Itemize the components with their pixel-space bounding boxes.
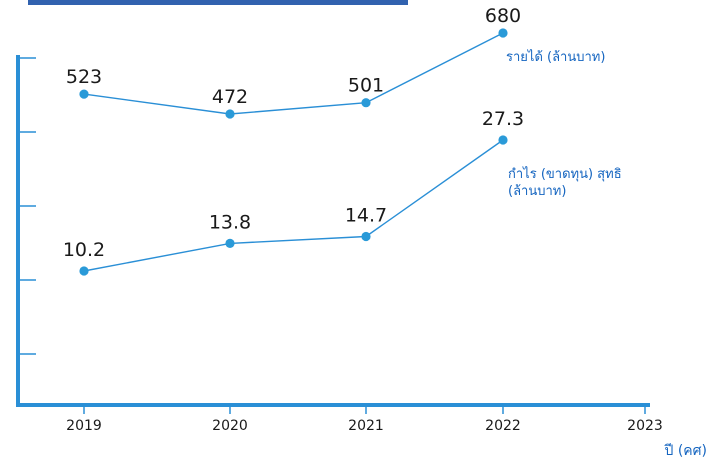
- series-label-revenue-text: รายได้ (ล้านบาท): [506, 49, 605, 65]
- data-label-net-profit-2021: 14.7: [345, 205, 387, 227]
- data-label-net-profit-2022: 27.3: [482, 108, 524, 130]
- series-line-net-profit: [83, 139, 504, 272]
- series-label-revenue: รายได้ (ล้านบาท): [506, 49, 605, 65]
- x-ticks: 2019 2020 2021 2022 2023: [66, 405, 663, 434]
- series-label-profit-line1: กำไร (ขาดทุน) สุทธิ: [508, 166, 622, 182]
- data-label-revenue-2022: 680: [485, 5, 521, 27]
- series-label-profit-line2: (ล้านบาท): [508, 184, 566, 199]
- data-label-net-profit-2019: 10.2: [63, 239, 105, 261]
- data-label-revenue-2019: 523: [66, 66, 102, 88]
- x-tick-label-2022: 2022: [485, 418, 521, 434]
- x-tick-label-2019: 2019: [66, 418, 102, 434]
- x-axis-label: ปี (คศ): [664, 443, 707, 459]
- data-label-net-profit-2020: 13.8: [209, 211, 251, 233]
- x-tick-label-2020: 2020: [212, 418, 248, 434]
- series-layer: 523 472 501 680 10.2 13.8 14.7 27.3: [63, 5, 524, 276]
- data-point-net-profit-2022: [498, 135, 508, 145]
- cropped-title: [28, 0, 408, 5]
- data-label-revenue-2021: 501: [348, 75, 384, 97]
- data-point-revenue-2022: [498, 28, 508, 38]
- x-tick-label-2023: 2023: [627, 418, 663, 434]
- series-revenue: 523 472 501 680: [66, 5, 521, 119]
- data-point-revenue-2019: [79, 89, 89, 99]
- data-point-revenue-2020: [225, 109, 235, 119]
- y-axis: [16, 55, 36, 405]
- data-point-net-profit-2019: [79, 266, 89, 276]
- data-point-net-profit-2020: [225, 238, 235, 248]
- x-tick-label-2021: 2021: [348, 418, 384, 434]
- series-net-profit: 10.2 13.8 14.7 27.3: [63, 108, 524, 276]
- series-line-revenue: [83, 32, 504, 115]
- data-point-net-profit-2021: [361, 231, 371, 242]
- series-label-profit: กำไร (ขาดทุน) สุทธิ (ล้านบาท): [508, 166, 622, 199]
- data-label-revenue-2020: 472: [212, 86, 248, 108]
- data-point-revenue-2021: [361, 98, 371, 108]
